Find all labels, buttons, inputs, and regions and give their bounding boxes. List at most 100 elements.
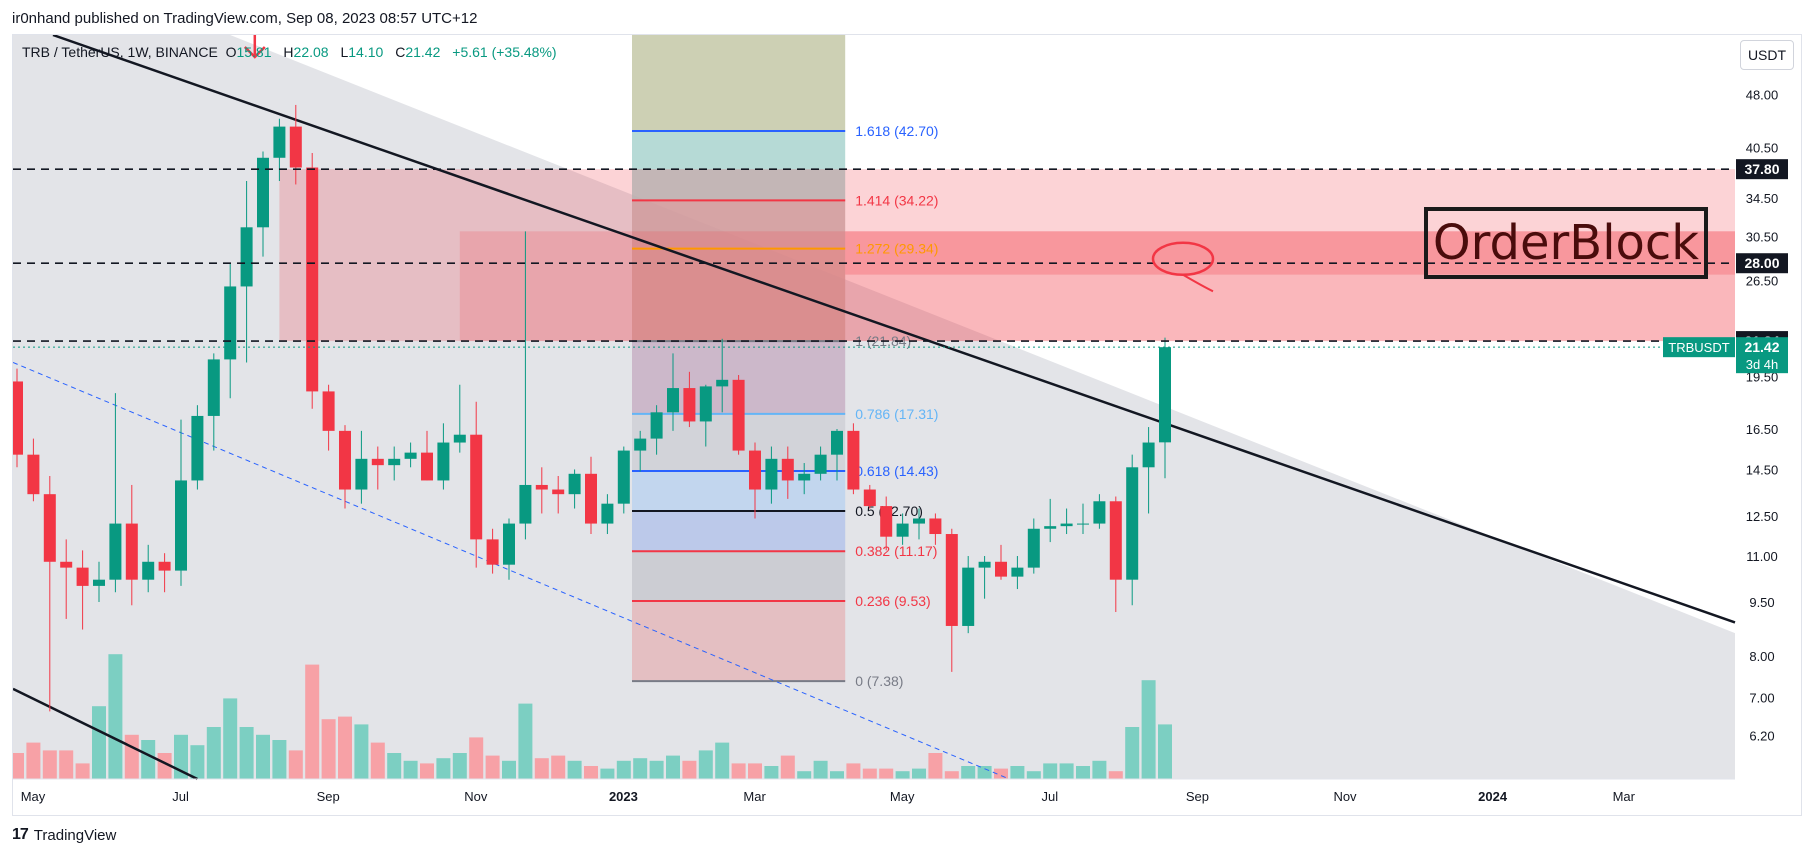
fib-band	[632, 551, 846, 601]
volume-bar	[436, 758, 451, 779]
volume-bar	[895, 771, 910, 779]
candle-body	[847, 430, 860, 490]
candle-body	[1077, 523, 1089, 525]
volume-bar	[108, 654, 123, 779]
volume-bar	[223, 698, 238, 779]
candle-body	[158, 561, 171, 571]
key-level-tag	[1736, 253, 1788, 274]
time-axis-tick: Mar	[1613, 789, 1636, 804]
candle-body	[732, 379, 745, 451]
volume-bar	[780, 755, 795, 779]
last-price-tag	[1736, 337, 1788, 374]
candle-body	[683, 388, 696, 422]
last-price-label: 21.42	[1744, 339, 1779, 355]
candle-body	[371, 458, 384, 466]
candle-body	[896, 523, 909, 537]
candle-body	[207, 359, 220, 416]
volume-bar	[239, 727, 254, 779]
candle-body	[880, 506, 893, 537]
candle-body	[1142, 442, 1155, 468]
fib-band	[632, 600, 846, 682]
highlight-ellipse-tail	[1182, 273, 1214, 293]
price-axis-tick: 11.00	[1746, 549, 1778, 564]
volume-bar	[26, 742, 41, 779]
legend-high-label: H	[283, 44, 294, 60]
candle-body	[437, 442, 450, 481]
candle-body	[617, 450, 630, 504]
volume-bar	[584, 766, 598, 779]
orderblock-zone	[845, 231, 1735, 275]
candle-body	[503, 523, 515, 565]
tradingview-footer[interactable]: 17 TradingView	[12, 826, 116, 844]
candle-body	[388, 458, 401, 466]
volume-bar	[13, 753, 24, 779]
candle-body	[355, 458, 368, 490]
price-axis-tick: 9.50	[1749, 595, 1774, 610]
volume-bar	[502, 760, 516, 779]
candle-body	[109, 523, 122, 580]
price-axis-tick: 26.50	[1746, 273, 1779, 288]
fib-level-label: 0.382 (11.17)	[855, 543, 937, 559]
volume-bar	[534, 758, 549, 779]
candle-body	[175, 480, 187, 571]
candle-body	[585, 473, 597, 524]
volume-bar	[961, 766, 976, 779]
volume-bar	[206, 727, 221, 779]
time-axis-tick: May	[890, 789, 915, 804]
candle-body	[289, 126, 302, 168]
volume-bar	[600, 768, 615, 779]
publisher-line: ir0nhand published on TradingView.com, S…	[12, 10, 478, 27]
candle-body	[404, 452, 417, 459]
volume-bar	[813, 760, 828, 779]
candle-body	[962, 567, 975, 626]
volume-bar	[354, 724, 369, 779]
volume-bar	[1059, 763, 1074, 779]
volume-bar	[698, 750, 713, 779]
candle-body	[306, 167, 319, 392]
volume-bar	[338, 716, 352, 779]
time-axis-tick: 2023	[609, 789, 638, 804]
volume-bar	[1158, 724, 1172, 779]
price-axis-tick: 34.50	[1746, 191, 1779, 206]
currency-button[interactable]: USDT	[1740, 40, 1794, 70]
candle-body	[765, 458, 778, 490]
candle-body	[814, 454, 827, 474]
fib-band	[632, 200, 846, 249]
candle-body	[945, 534, 958, 626]
key-level-tag	[1736, 159, 1788, 180]
fib-band-top	[632, 35, 846, 131]
tradingview-logo-icon: 17	[12, 826, 29, 843]
candle-body	[568, 473, 581, 495]
volume-bar	[928, 753, 943, 779]
volume-bar	[830, 771, 844, 779]
candle-body	[453, 434, 466, 443]
price-chart[interactable]: 1.618 (42.70) 1.414 (34.22) 1.272 (29.34) 1…	[13, 35, 1803, 817]
time-axis-tick: Nov	[464, 789, 488, 804]
top-arrow-marker	[243, 35, 266, 59]
candle-body	[1126, 467, 1139, 580]
symbol-tag-label: TRBUSDT	[1668, 340, 1729, 355]
legend-open: 15.81	[236, 44, 272, 60]
volume-bar	[141, 740, 156, 779]
legend-low: 14.10	[348, 44, 384, 60]
key-level-label: 37.80	[1744, 161, 1779, 177]
time-axis-tick: Jul	[172, 789, 189, 804]
candle-body	[552, 489, 565, 495]
candle-body	[240, 227, 253, 287]
volume-bar	[485, 755, 500, 779]
supply-zone-inner	[459, 231, 1735, 342]
fib-level-label: 0 (7.38)	[855, 673, 903, 689]
candle-body	[224, 286, 237, 360]
legend-pair: TRB / TetherUS, 1W, BINANCE	[22, 44, 218, 60]
volume-bar	[387, 753, 402, 779]
candle-body	[798, 473, 811, 481]
candle-body	[1159, 347, 1171, 443]
candle-body	[339, 430, 351, 490]
candle-body	[667, 388, 679, 413]
chart-frame[interactable]: 1.618 (42.70) 1.414 (34.22) 1.272 (29.34) 1…	[12, 34, 1802, 816]
volume-bar	[59, 750, 74, 779]
volume-bar	[797, 771, 812, 779]
downtrend-line	[52, 35, 1736, 624]
candle-body	[1044, 526, 1057, 529]
volume-bar	[272, 740, 287, 779]
